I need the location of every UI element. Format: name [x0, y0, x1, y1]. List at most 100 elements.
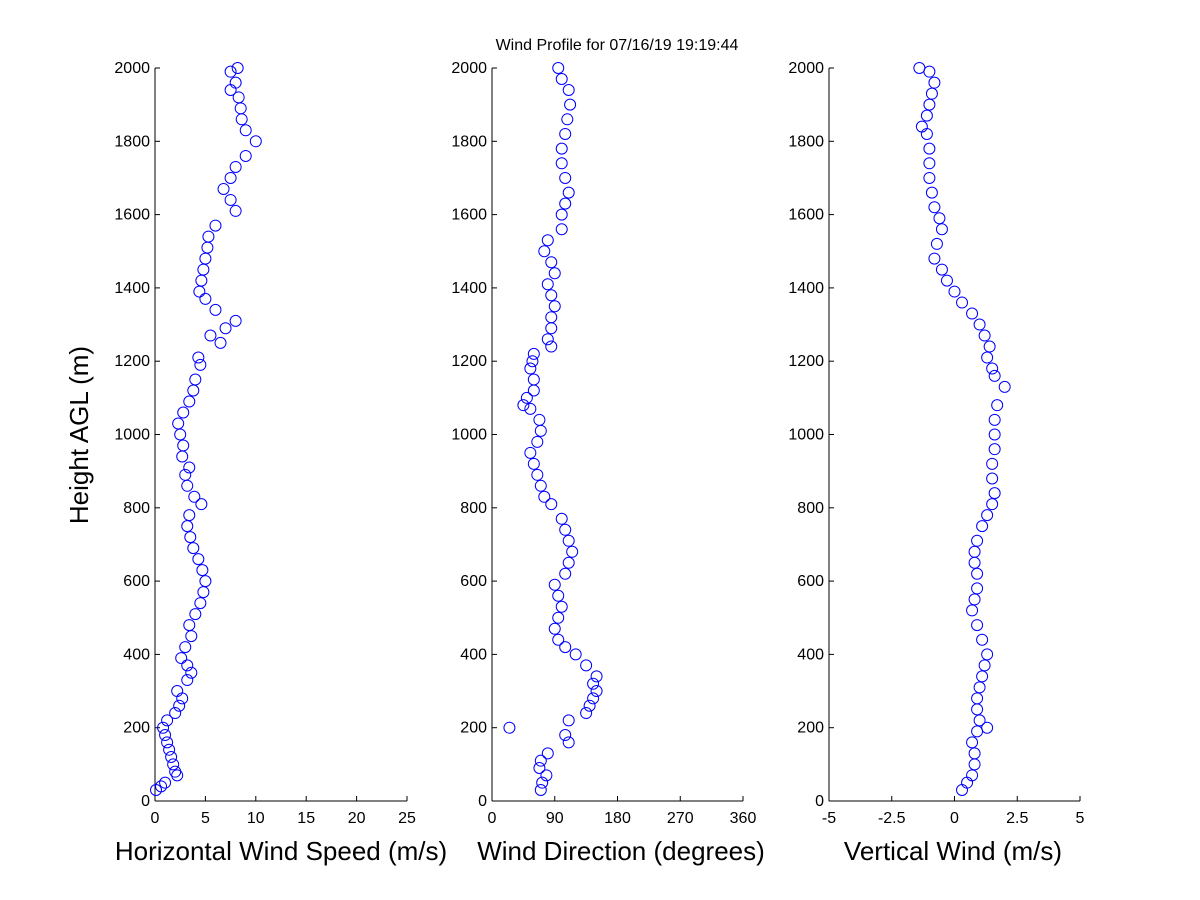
wind-direction-data-point — [534, 479, 547, 492]
wind-direction-data-point — [536, 776, 549, 789]
vertical-wind-ytick-label: 1400 — [788, 280, 824, 297]
horizontal-wind-speed-data-point — [224, 171, 237, 184]
wind-direction-data-point — [555, 208, 568, 221]
wind-direction-data-point — [566, 545, 579, 558]
wind-direction-data-point — [531, 435, 544, 448]
horizontal-wind-speed-xtick-label: 10 — [247, 810, 265, 827]
horizontal-wind-speed-data-point — [197, 263, 210, 276]
vertical-wind-data-point — [986, 362, 999, 375]
vertical-wind-data-point — [981, 721, 994, 734]
y-axis-label: Height AGL (m) — [64, 346, 94, 524]
horizontal-wind-speed-xtick-label: 20 — [348, 810, 366, 827]
horizontal-wind-speed-data-point — [179, 641, 192, 654]
vertical-wind-xtick-label: -5 — [822, 810, 836, 827]
vertical-wind-data-point — [928, 252, 941, 265]
wind-direction-data-point — [562, 186, 575, 199]
horizontal-wind-speed-data-point — [183, 461, 196, 474]
wind-direction-xtick-label: 90 — [546, 810, 564, 827]
x-axis-label-vertical-wind: Vertical Wind (m/s) — [844, 836, 1062, 866]
vertical-wind-data-point — [976, 670, 989, 683]
wind-direction-data-point — [541, 333, 554, 346]
vertical-wind-data-point — [971, 692, 984, 705]
horizontal-wind-speed-data-point — [249, 135, 262, 148]
horizontal-wind-speed-data-point — [235, 113, 248, 126]
vertical-wind-data-point — [920, 127, 933, 140]
wind-direction-data-point — [538, 490, 551, 503]
vertical-wind-data-point — [966, 604, 979, 617]
horizontal-wind-speed-xtick-label: 25 — [398, 810, 416, 827]
vertical-wind-data-point — [956, 784, 969, 797]
horizontal-wind-speed-data-point — [157, 721, 170, 734]
horizontal-wind-speed-data-point — [181, 520, 194, 533]
wind-direction-ytick-label: 2000 — [451, 60, 487, 77]
horizontal-wind-speed-data-point — [183, 619, 196, 632]
horizontal-wind-speed-data-point — [234, 102, 247, 115]
vertical-wind-ytick-label: 600 — [797, 573, 824, 590]
vertical-wind-ytick-label: 200 — [797, 720, 824, 737]
wind-direction-data-point — [545, 340, 558, 353]
horizontal-wind-speed-data-point — [199, 292, 212, 305]
horizontal-wind-speed-data-point — [231, 62, 244, 74]
vertical-wind-data-point — [971, 619, 984, 632]
horizontal-wind-speed-data-point — [187, 384, 200, 397]
vertical-wind-ytick-label: 800 — [797, 500, 824, 517]
wind-direction-data-point — [503, 721, 516, 734]
wind-direction-data-point — [562, 736, 575, 749]
vertical-wind-data-point — [973, 681, 986, 694]
wind-direction-data-point — [527, 457, 540, 470]
vertical-wind-data-point — [928, 201, 941, 214]
wind-direction-data-point — [559, 641, 572, 654]
wind-direction-data-point — [541, 278, 554, 291]
vertical-wind-data-point — [968, 747, 981, 760]
panel-wind-direction: 0 200 400 600 800 1000 1200 1400 1600 1800 2000 0 90… — [451, 60, 764, 866]
x-axis-label-wind-direction: Wind Direction (degrees) — [477, 836, 765, 866]
horizontal-wind-speed-data-point — [155, 780, 168, 793]
horizontal-wind-speed-ytick-label: 1200 — [114, 353, 150, 370]
wind-direction-data-point — [545, 311, 558, 324]
vertical-wind-data-point — [968, 545, 981, 558]
wind-direction-data-point — [559, 729, 572, 742]
horizontal-wind-speed-data-point — [204, 329, 217, 342]
horizontal-wind-speed-ytick-label: 1800 — [114, 133, 150, 150]
wind-direction-data-point — [552, 611, 565, 624]
wind-direction-data-point — [533, 762, 546, 775]
wind-direction-data-point — [552, 589, 565, 602]
vertical-wind-data-point — [976, 633, 989, 646]
vertical-wind-xtick-label: -2.5 — [878, 810, 906, 827]
vertical-wind-ytick-label: 1600 — [788, 207, 824, 224]
wind-direction-data-point — [541, 747, 554, 760]
wind-direction-data-point — [590, 670, 603, 683]
panel-vertical-wind-ticks: 0 200 400 600 800 1000 1200 1400 1600 1800 2000 -5 -… — [788, 60, 1084, 827]
horizontal-wind-speed-data-point — [199, 575, 212, 588]
horizontal-wind-speed-data-point — [195, 274, 208, 287]
vertical-wind-data-point — [981, 509, 994, 522]
wind-direction-data-point — [527, 384, 540, 397]
wind-direction-data-point — [562, 534, 575, 547]
vertical-wind-data-point — [935, 263, 948, 276]
horizontal-wind-speed-xtick-label: 15 — [297, 810, 315, 827]
vertical-wind-data-point — [998, 380, 1011, 393]
vertical-wind-data-point — [966, 736, 979, 749]
vertical-wind-ytick-label: 1200 — [788, 353, 824, 370]
horizontal-wind-speed-data-point — [181, 479, 194, 492]
vertical-wind-data-point — [925, 87, 938, 100]
horizontal-wind-speed-ytick-label: 200 — [123, 720, 150, 737]
horizontal-wind-speed-data-point — [188, 490, 201, 503]
wind-direction-data-point — [552, 633, 565, 646]
vertical-wind-data-point — [928, 76, 941, 89]
vertical-wind-data-point — [923, 98, 936, 111]
wind-direction-data-point — [555, 223, 568, 236]
horizontal-wind-speed-ytick-label: 1600 — [114, 207, 150, 224]
horizontal-wind-speed-data-point — [189, 373, 202, 386]
wind-direction-data-point — [531, 468, 544, 481]
horizontal-wind-speed-xtick-label: 5 — [201, 810, 210, 827]
wind-direction-data-point — [559, 171, 572, 184]
vertical-wind-data-point — [968, 556, 981, 569]
wind-direction-xtick-label: 180 — [604, 810, 631, 827]
horizontal-wind-speed-data-point — [194, 597, 207, 610]
vertical-wind-data-point — [940, 274, 953, 287]
vertical-wind-data-point — [956, 296, 969, 309]
wind-direction-data-point — [580, 659, 593, 672]
wind-direction-data-point — [524, 402, 537, 415]
horizontal-wind-speed-data-point — [193, 285, 206, 298]
